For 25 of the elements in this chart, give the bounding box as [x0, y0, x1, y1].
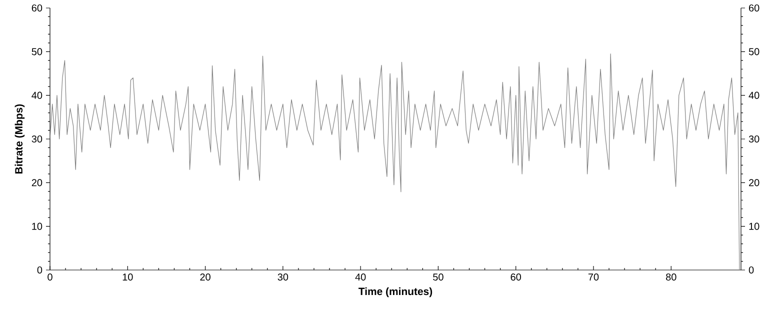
y2-tick-label: 40	[748, 92, 760, 99]
y2-tick-label: 60	[749, 4, 760, 12]
y-axis-title: Bitrate (Mbps)	[14, 104, 25, 174]
x-tick-label: 80	[666, 274, 676, 281]
x-tick-label: 70	[588, 274, 599, 281]
y2-tick-label: 20	[749, 179, 760, 186]
y-tick-label: 50	[32, 48, 42, 56]
y2-tick-label: 0	[748, 266, 754, 274]
x-tick-label: 30	[278, 274, 288, 281]
x-tick-label: 10	[122, 274, 133, 281]
x-tick-label: 0	[48, 274, 52, 281]
y2-tick-label: 10	[749, 222, 760, 230]
x-tick-label: 60	[510, 274, 521, 281]
y-tick-label: 30	[32, 135, 42, 143]
y-tick-label: 20	[32, 179, 42, 186]
y-tick-label: 40	[32, 92, 42, 99]
x-tick-label: 20	[200, 274, 210, 281]
y-tick-label: 60	[32, 4, 42, 12]
x-axis-title: Time (minutes)	[358, 287, 432, 298]
y2-tick-label: 30	[748, 135, 760, 143]
x-tick-label: 40	[355, 274, 366, 281]
y-tick-label: 0	[37, 266, 42, 274]
x-tick-label: 50	[433, 274, 444, 281]
y-tick-label: 10	[32, 222, 42, 230]
y2-tick-label: 50	[748, 48, 760, 56]
